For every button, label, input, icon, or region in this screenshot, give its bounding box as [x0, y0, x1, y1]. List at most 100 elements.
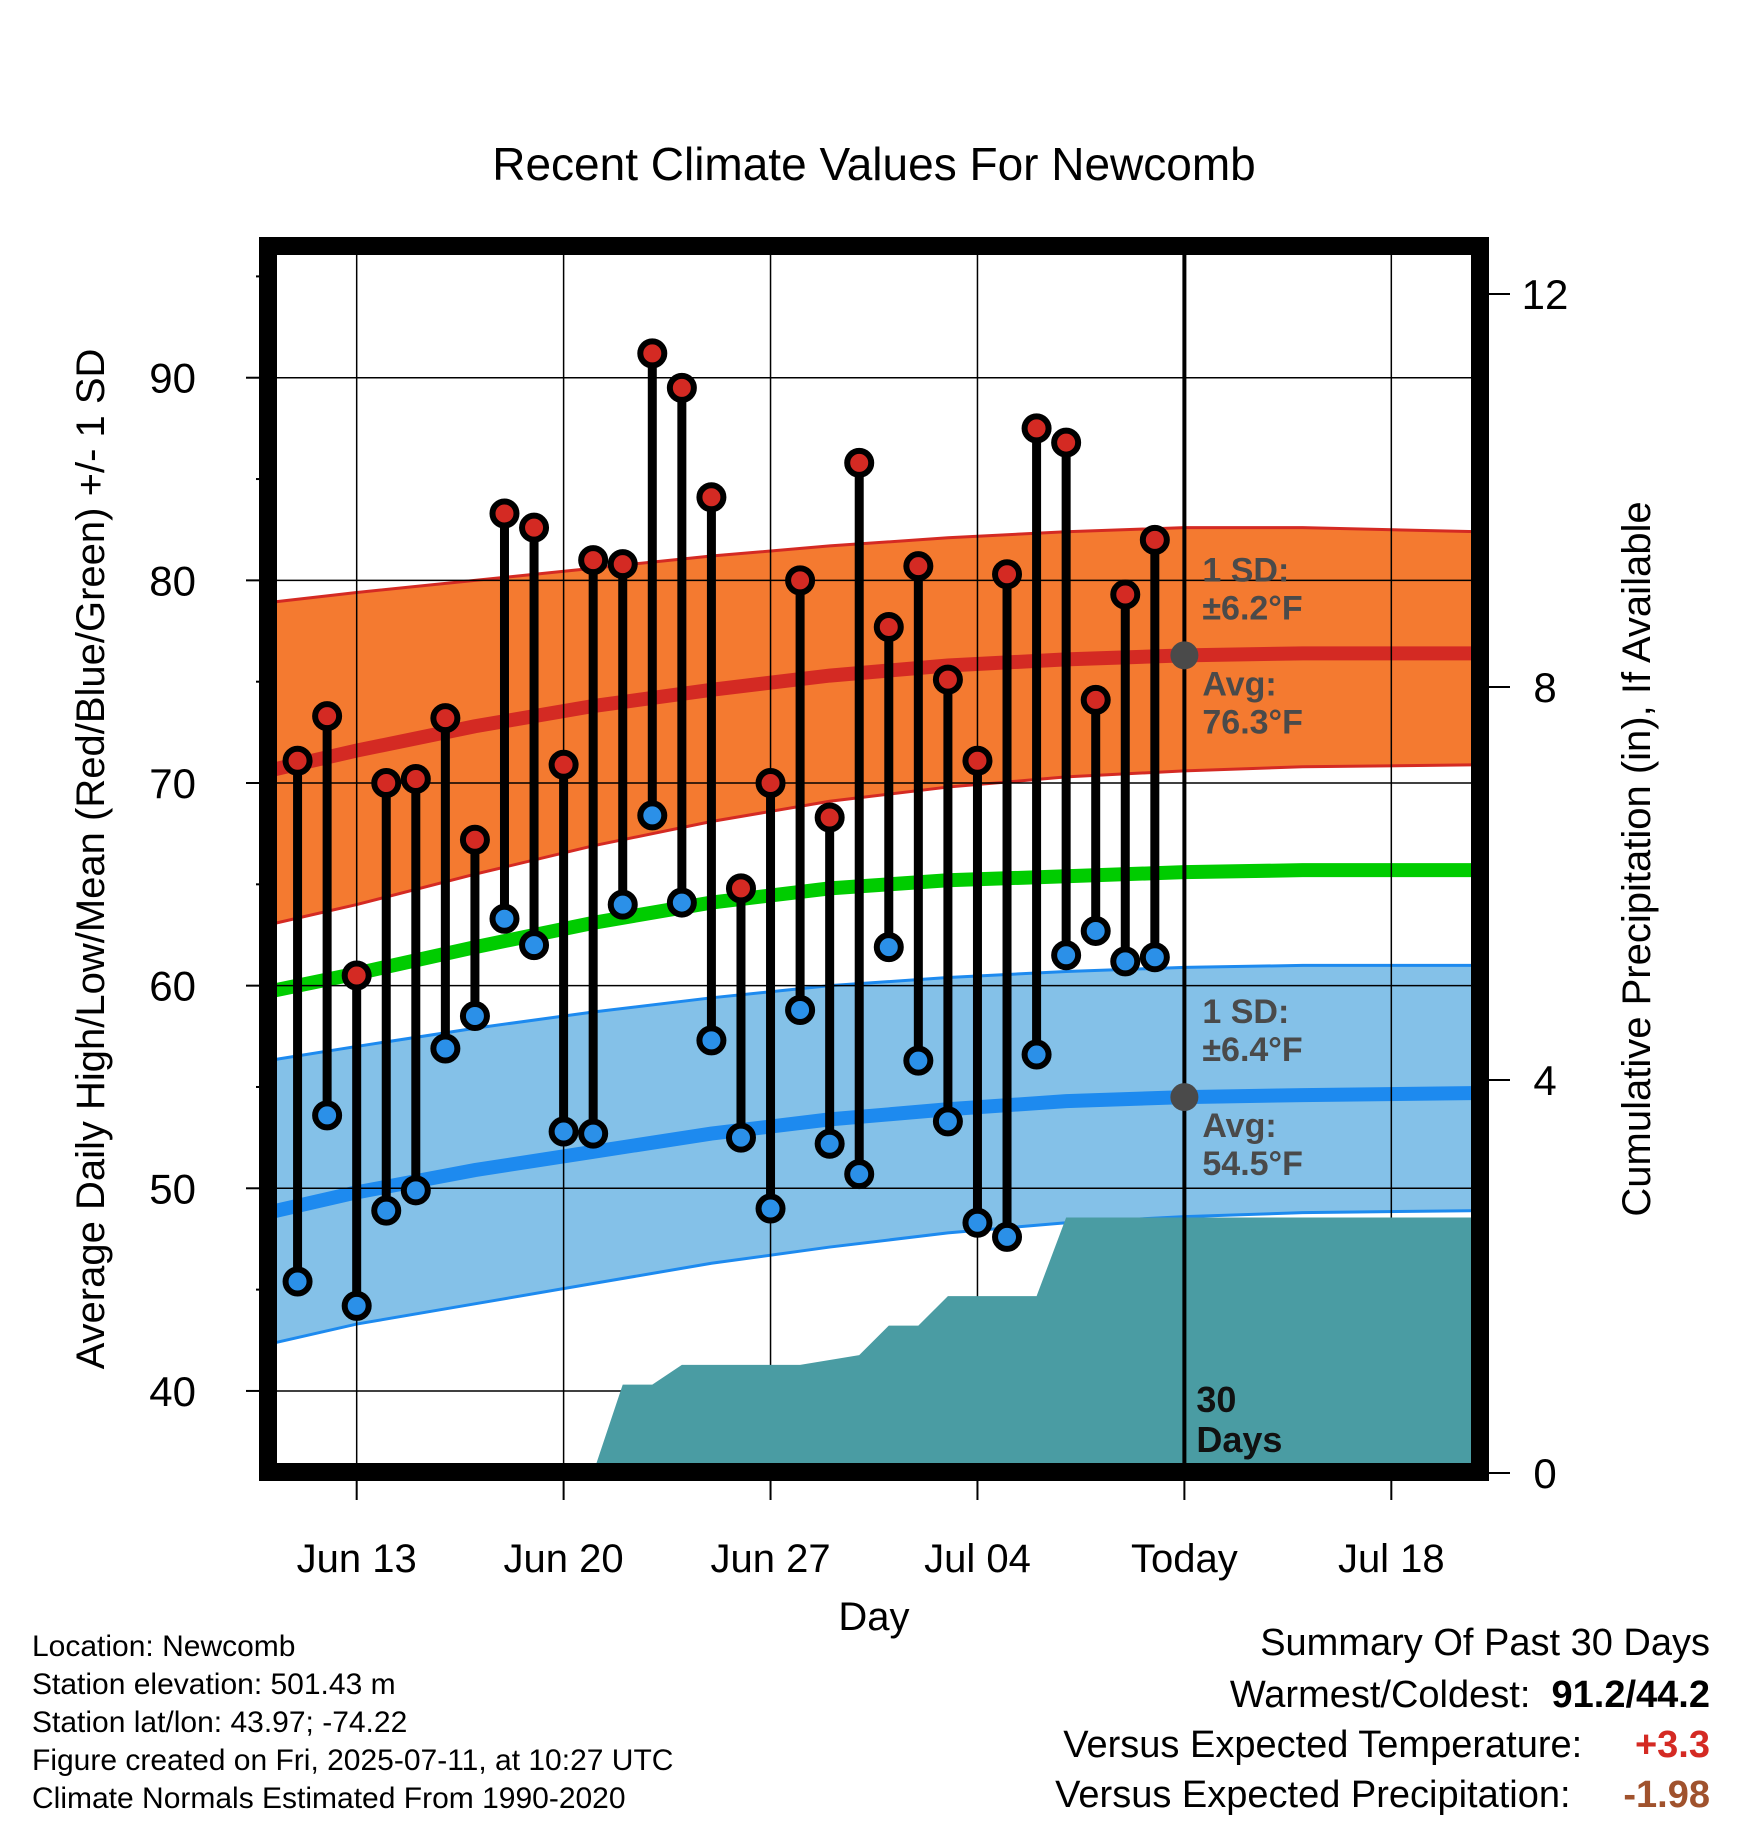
high-point: [903, 551, 934, 582]
high-point: [459, 824, 490, 855]
x-tick-label: Jun 27: [710, 1537, 830, 1581]
high-sd-label: 1 SD:: [1202, 551, 1289, 589]
low-point: [607, 889, 638, 920]
footer-normals: Climate Normals Estimated From 1990-2020: [32, 1782, 626, 1815]
low-point: [903, 1045, 934, 1076]
low-point: [1021, 1039, 1052, 1070]
summary-precip: Versus Expected Precipitation: -1.98: [1055, 1774, 1710, 1817]
footer-elevation: Station elevation: 501.43 m: [32, 1668, 396, 1701]
observations: [282, 338, 1170, 1321]
low-point: [755, 1193, 786, 1224]
low-point: [341, 1290, 372, 1321]
precip-area: [593, 1217, 1480, 1473]
low-point: [430, 1033, 461, 1064]
high-point: [1080, 684, 1111, 715]
y2-tick-label: 0: [1533, 1450, 1556, 1497]
low-point: [578, 1118, 609, 1149]
low-point: [696, 1025, 727, 1056]
low-point: [1110, 946, 1141, 977]
high-point: [696, 482, 727, 513]
high-point: [548, 749, 579, 780]
summary-temp-value: +3.3: [1634, 1724, 1710, 1766]
x-tick-label: Jun 20: [504, 1537, 624, 1581]
low-point: [873, 932, 904, 963]
high-sd-lower-line: [267, 763, 1481, 927]
summary-title: Summary Of Past 30 Days: [1260, 1622, 1710, 1664]
summary-temp-label: Versus Expected Temperature:: [1063, 1724, 1583, 1766]
axes: 40 50 60 70 80 90 0 4 8 12 Jun 13 Jun 20 Jun 27 Jul 0…: [69, 237, 1659, 1639]
low-point: [992, 1221, 1023, 1252]
high-avg-label: Avg:: [1202, 665, 1276, 703]
summary-precip-label: Versus Expected Precipitation:: [1055, 1774, 1571, 1816]
low-point: [1051, 940, 1082, 971]
low-point: [637, 800, 668, 831]
normal-high-line: [266, 646, 1480, 778]
low-point: [725, 1122, 756, 1153]
high-point: [725, 873, 756, 904]
y2-tick-label: 12: [1522, 271, 1569, 318]
high-point: [312, 701, 343, 732]
x-axis-title: Day: [838, 1595, 909, 1639]
low-avg-value: 54.5°F: [1202, 1145, 1303, 1183]
y-tick-label: 90: [149, 355, 196, 402]
y-tick-label: 40: [149, 1368, 196, 1415]
high-point: [637, 338, 668, 369]
plot-frame: [259, 237, 1489, 1481]
high-point: [932, 664, 963, 695]
high-avg-marker: [1170, 641, 1199, 670]
low-point: [1139, 942, 1170, 973]
high-point: [371, 768, 402, 799]
high-point: [400, 763, 431, 794]
high-avg-value: 76.3°F: [1202, 703, 1303, 741]
y-tick-label: 60: [149, 963, 196, 1010]
low-sd-label: 1 SD:: [1202, 993, 1289, 1031]
high-point: [755, 768, 786, 799]
low-point: [1080, 915, 1111, 946]
low-point: [519, 930, 550, 961]
high-sd-upper-line: [267, 526, 1481, 605]
x-tick-label: Jun 13: [297, 1537, 417, 1581]
high-point: [666, 372, 697, 403]
summary-warm-cold: Warmest/Coldest: 91.2/44.2: [1230, 1674, 1710, 1717]
low-point: [844, 1159, 875, 1190]
x-tick-label: Jul 18: [1338, 1537, 1445, 1581]
y2-tick-label: 8: [1533, 664, 1556, 711]
y2-axis-title: Cumulative Precipitation (in), If Availa…: [1615, 501, 1659, 1216]
x-tick-label: Today: [1131, 1537, 1238, 1581]
low-point: [666, 887, 697, 918]
low-point: [282, 1266, 313, 1297]
summary-warm-cold-label: Warmest/Coldest:: [1229, 1674, 1531, 1716]
high-point: [962, 745, 993, 776]
high-point: [341, 960, 372, 991]
high-point: [489, 498, 520, 529]
high-point: [992, 559, 1023, 590]
summary-temp: Versus Expected Temperature: +3.3: [1063, 1724, 1710, 1767]
high-point: [578, 545, 609, 576]
summary-precip-value: -1.98: [1623, 1774, 1710, 1816]
low-avg-label: Avg:: [1202, 1107, 1276, 1145]
high-point: [873, 611, 904, 642]
low-sd-value: ±6.4°F: [1202, 1031, 1302, 1069]
high-point: [844, 447, 875, 478]
low-point: [489, 903, 520, 934]
y-tick-label: 80: [149, 557, 196, 604]
high-point: [1021, 413, 1052, 444]
chart-title: Recent Climate Values For Newcomb: [492, 138, 1256, 190]
high-point: [519, 512, 550, 543]
high-point: [1139, 524, 1170, 555]
days-word-label: Days: [1196, 1419, 1282, 1460]
low-sd-lower-line: [267, 1209, 1481, 1346]
y-tick-label: 50: [149, 1165, 196, 1212]
x-tick-label: Jul 04: [924, 1537, 1031, 1581]
footer-latlon: Station lat/lon: 43.97; -74.22: [32, 1706, 408, 1739]
footer-location: Location: Newcomb: [32, 1630, 296, 1663]
high-sd-value: ±6.2°F: [1202, 589, 1302, 627]
y2-tick-label: 4: [1533, 1057, 1556, 1104]
high-point: [814, 802, 845, 833]
precipitation-area: [593, 246, 1480, 1473]
low-point: [459, 1001, 490, 1032]
low-point: [932, 1106, 963, 1137]
low-point: [371, 1195, 402, 1226]
low-point: [400, 1175, 431, 1206]
